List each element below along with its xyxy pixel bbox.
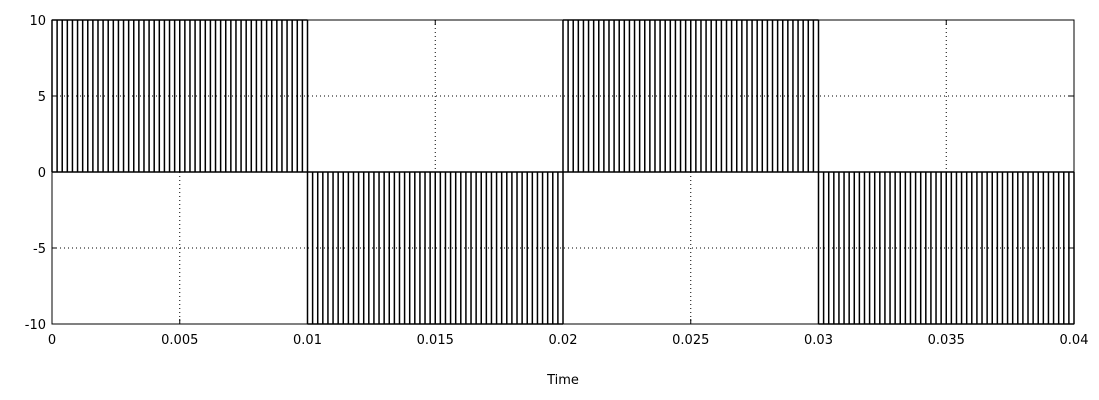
y-axis: 10 5 0 -5 -10: [25, 14, 1074, 333]
x-axis-title: Time: [546, 373, 579, 388]
y-tick-label: -10: [25, 318, 46, 333]
x-tick-label: 0.035: [928, 333, 965, 348]
x-tick-label: 0.015: [417, 333, 454, 348]
x-tick-label: 0.03: [804, 333, 833, 348]
y-tick-label: -5: [33, 242, 46, 257]
x-tick-label: 0.005: [161, 333, 198, 348]
x-tick-label: 0.04: [1060, 333, 1089, 348]
y-tick-label: 5: [38, 90, 46, 105]
x-axis: 0 0.005 0.01 0.015 0.02 0.025 0.03 0.035 0.04: [48, 20, 1089, 348]
y-tick-label: 0: [38, 166, 46, 181]
x-tick-label: 0.02: [549, 333, 578, 348]
y-tick-label: 10: [29, 14, 46, 29]
x-tick-label: 0.025: [672, 333, 709, 348]
x-tick-label: 0: [48, 333, 56, 348]
x-tick-label: 0.01: [293, 333, 322, 348]
